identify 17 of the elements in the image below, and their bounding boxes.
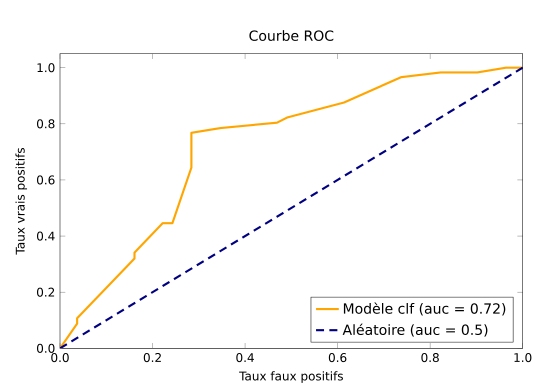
x-tick-label: 0.6	[328, 353, 346, 362]
x-axis-title: Taux faux positifs	[239, 371, 343, 383]
x-tick-label: 0.2	[144, 353, 161, 362]
y-tick-label: 0.4	[37, 232, 55, 241]
x-tick-label: 0.0	[51, 353, 69, 362]
y-tick-label: 1.0	[38, 63, 54, 72]
y-tick-label: 0.8	[37, 119, 54, 128]
x-tick-label: 0.8	[421, 353, 439, 362]
y-tick-label: 0.0	[37, 344, 54, 353]
chart-title: Courbe ROC	[249, 30, 334, 41]
y-axis-title: Taux vrais positifs	[15, 148, 28, 255]
legend-label: Aléatoire (auc = 0.5)	[342, 324, 488, 337]
x-tick-label: 0.4	[236, 353, 254, 362]
y-tick-label: 0.2	[37, 288, 54, 297]
y-tick-label: 0.6	[37, 175, 55, 184]
legend-label: Modèle clf (auc = 0.72)	[344, 302, 506, 316]
x-tick-label: 1.0	[514, 353, 532, 362]
